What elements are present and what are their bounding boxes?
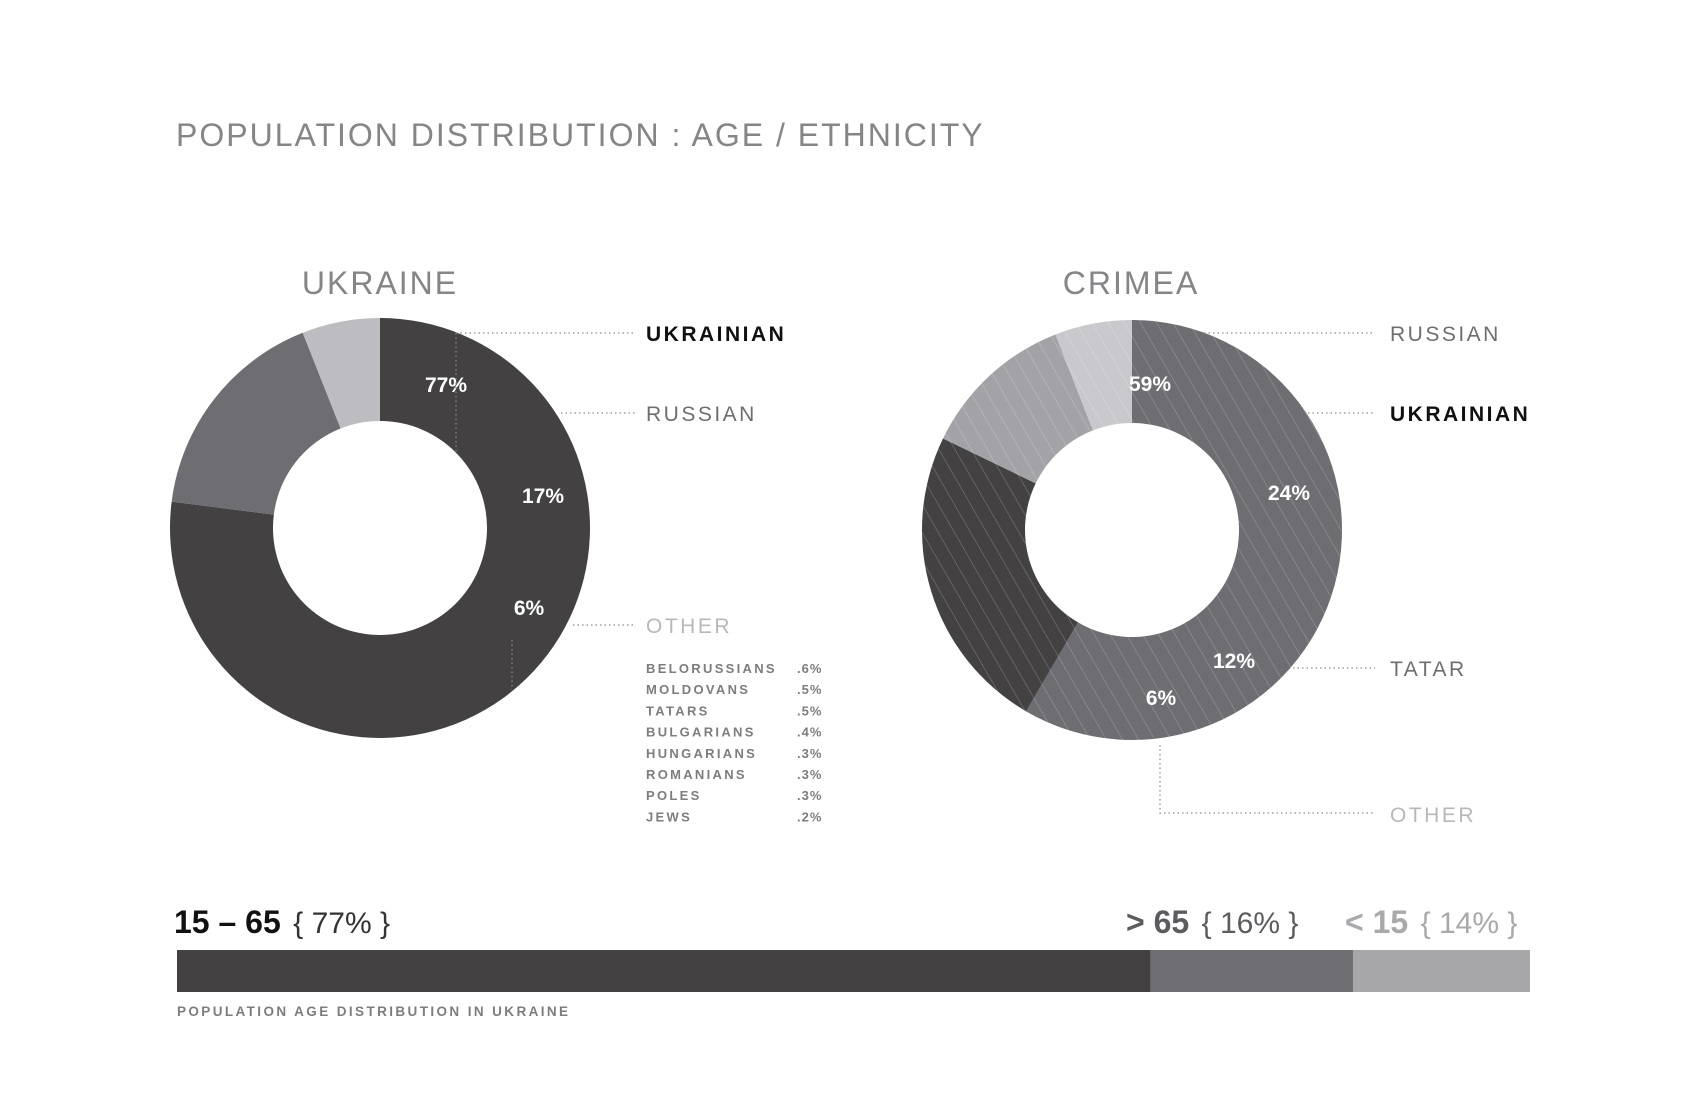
ukraine-legend-other: OTHER <box>646 615 732 638</box>
crimea-slice-label-tatar: 12% <box>1213 650 1255 673</box>
ukraine-slice-label-russian: 17% <box>522 485 564 508</box>
ukraine-slice-russian <box>171 332 341 515</box>
ukraine-slice-label-other: 6% <box>514 597 545 620</box>
age-bar-segment-65 <box>1150 950 1353 992</box>
ukraine-legend: UKRAINIAN RUSSIAN OTHER <box>646 323 786 638</box>
breakdown-name-belorussians: BELORUSSIANS <box>646 661 777 676</box>
crimea-legend-russian: RUSSIAN <box>1390 323 1501 346</box>
breakdown-name-hungarians: HUNGARIANS <box>646 746 757 761</box>
breakdown-value-moldovans: .5% <box>797 682 822 697</box>
age-label-senior: > 65 { 16% } <box>1126 904 1298 940</box>
age-bar-caption: POPULATION AGE DISTRIBUTION IN UKRAINE <box>177 1004 570 1019</box>
age-label-working: 15 – 65 { 77% } <box>174 904 390 940</box>
crimea-slice-label-russian: 59% <box>1129 373 1171 396</box>
ukraine-chart-title: UKRAINE <box>302 265 458 301</box>
crimea-slice-hatch-tatar <box>942 334 1093 484</box>
crimea-slice-hatch-russian <box>1026 320 1342 740</box>
crimea-legend-other: OTHER <box>1390 804 1476 827</box>
ukraine-leader-lines <box>455 332 635 690</box>
crimea-legend-ukrainian: UKRAINIAN <box>1390 403 1530 426</box>
crimea-slice-hatch-other <box>1055 320 1132 431</box>
breakdown-value-belorussians: .6% <box>797 661 822 676</box>
ukraine-legend-ukrainian: UKRAINIAN <box>646 323 786 346</box>
crimea-slice-labels: 59% 24% 12% 6% <box>1129 373 1310 710</box>
breakdown-name-bulgarians: BULGARIANS <box>646 725 756 740</box>
age-pct-senior: { 16% } <box>1202 907 1299 940</box>
breakdown-value-bulgarians: .4% <box>797 725 822 740</box>
breakdown-name-jews: JEWS <box>646 809 692 824</box>
crimea-chart-title: CRIMEA <box>1063 265 1199 301</box>
breakdown-value-tatars: .5% <box>797 703 822 718</box>
age-range-working: 15 – 65 <box>174 904 281 940</box>
ukraine-slice-ukrainian <box>170 318 590 739</box>
ukraine-donut <box>170 318 590 739</box>
age-pct-youth: { 14% } <box>1421 907 1518 940</box>
crimea-slice-hatch-ukrainian <box>921 438 1079 712</box>
ukraine-other-breakdown: BELORUSSIANS .6% MOLDOVANS .5% TATARS .5% BULG… <box>646 661 822 824</box>
breakdown-name-tatars: TATARS <box>646 703 710 718</box>
ukraine-legend-russian: RUSSIAN <box>646 403 757 426</box>
crimea-donut <box>921 320 1342 740</box>
ukraine-slice-label-ukrainian: 77% <box>425 374 467 397</box>
ukraine-slice-labels: 77% 17% 6% <box>425 374 564 620</box>
breakdown-name-romanians: ROMANIANS <box>646 767 747 782</box>
breakdown-value-poles: .3% <box>797 788 822 803</box>
page-title: POPULATION DISTRIBUTION : AGE / ETHNICIT… <box>176 117 985 153</box>
breakdown-value-jews: .2% <box>797 809 822 824</box>
age-bar-segment-15 <box>1352 950 1530 992</box>
age-distribution-bar <box>177 950 1530 992</box>
age-range-youth: < 15 <box>1345 904 1408 940</box>
breakdown-name-moldovans: MOLDOVANS <box>646 682 750 697</box>
age-bar-segment-15-65 <box>177 950 1151 992</box>
crimea-legend: RUSSIAN UKRAINIAN TATAR OTHER <box>1390 323 1530 827</box>
crimea-slice-label-ukrainian: 24% <box>1268 482 1310 505</box>
ukraine-slice-other <box>302 318 380 429</box>
age-pct-working: { 77% } <box>293 907 390 940</box>
crimea-leader-lines <box>1159 332 1375 814</box>
breakdown-value-hungarians: .3% <box>797 746 822 761</box>
age-range-senior: > 65 <box>1126 904 1189 940</box>
breakdown-value-romanians: .3% <box>797 767 822 782</box>
breakdown-name-poles: POLES <box>646 788 702 803</box>
crimea-slice-label-other: 6% <box>1146 687 1177 710</box>
age-labels: 15 – 65 { 77% } > 65 { 16% } < 15 { 14% … <box>174 904 1517 940</box>
age-label-youth: < 15 { 14% } <box>1345 904 1517 940</box>
crimea-legend-tatar: TATAR <box>1390 658 1467 681</box>
